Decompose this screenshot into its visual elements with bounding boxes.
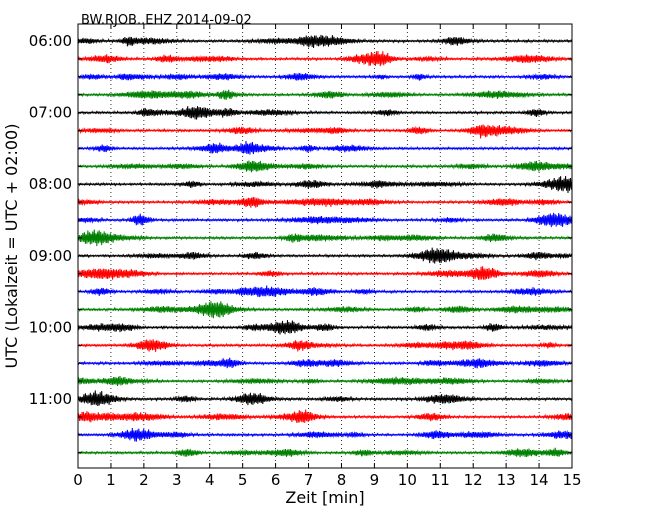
trace-line-06:30 bbox=[77, 72, 573, 81]
trace-line-08:15 bbox=[77, 196, 573, 208]
y-tick-label: 07:00 bbox=[29, 104, 72, 122]
y-tick-label: 10:00 bbox=[29, 318, 72, 336]
trace-line-11:15 bbox=[77, 409, 573, 424]
y-tick-label: 08:00 bbox=[29, 175, 72, 193]
trace-line-10:00 bbox=[77, 320, 573, 335]
x-tick-label: 8 bbox=[337, 471, 347, 489]
trace-layer bbox=[77, 34, 573, 458]
trace-line-10:15 bbox=[77, 339, 573, 352]
x-tick-label: 4 bbox=[205, 471, 215, 489]
trace-line-11:30 bbox=[77, 427, 573, 442]
y-tick-label: 06:00 bbox=[29, 32, 72, 50]
y-axis-label: UTC (Lokalzeit = UTC + 02:00) bbox=[2, 124, 21, 369]
x-tick-label: 5 bbox=[238, 471, 248, 489]
x-tick-label: 1 bbox=[106, 471, 116, 489]
trace-line-06:00 bbox=[77, 34, 573, 48]
trace-line-09:30 bbox=[77, 285, 573, 298]
y-tick-label: 11:00 bbox=[29, 390, 72, 408]
chart-title: BW.RJOB..EHZ 2014-09-02 bbox=[81, 13, 252, 28]
trace-line-10:30 bbox=[77, 357, 573, 369]
trace-line-10:45 bbox=[77, 376, 573, 386]
trace-line-11:00 bbox=[77, 390, 573, 407]
trace-line-06:15 bbox=[77, 51, 573, 67]
x-tick-label: 3 bbox=[172, 471, 182, 489]
x-tick-label: 13 bbox=[497, 471, 516, 489]
x-tick-label: 12 bbox=[464, 471, 483, 489]
x-tick-label: 14 bbox=[530, 471, 549, 489]
x-tick-label: 11 bbox=[431, 471, 450, 489]
trace-line-08:00 bbox=[77, 175, 573, 194]
x-tick-label: 0 bbox=[73, 471, 83, 489]
trace-line-06:45 bbox=[77, 89, 573, 100]
x-tick-label: 6 bbox=[271, 471, 281, 489]
trace-line-07:00 bbox=[77, 106, 573, 120]
tick-layer: 0 1 2 3 4 5 6 7 8 9 10 11 12 13 14 1506:0007:0008:0009:… bbox=[29, 24, 582, 489]
plot-frame bbox=[77, 23, 573, 469]
trace-line-09:45 bbox=[77, 301, 573, 319]
trace-line-07:45 bbox=[77, 160, 573, 173]
y-tick-label: 09:00 bbox=[29, 247, 72, 265]
x-tick-label: 10 bbox=[398, 471, 417, 489]
trace-line-11:45 bbox=[77, 447, 573, 458]
trace-line-09:15 bbox=[77, 266, 573, 280]
x-axis-label: Zeit [min] bbox=[285, 488, 364, 507]
trace-line-07:15 bbox=[77, 124, 573, 139]
x-tick-label: 15 bbox=[562, 471, 581, 489]
x-tick-label: 7 bbox=[304, 471, 314, 489]
x-tick-label: 2 bbox=[139, 471, 149, 489]
trace-line-07:30 bbox=[77, 140, 573, 155]
trace-line-08:30 bbox=[78, 212, 573, 228]
trace-line-09:00 bbox=[77, 247, 573, 264]
x-tick-label: 9 bbox=[370, 471, 380, 489]
trace-line-08:45 bbox=[77, 229, 573, 247]
